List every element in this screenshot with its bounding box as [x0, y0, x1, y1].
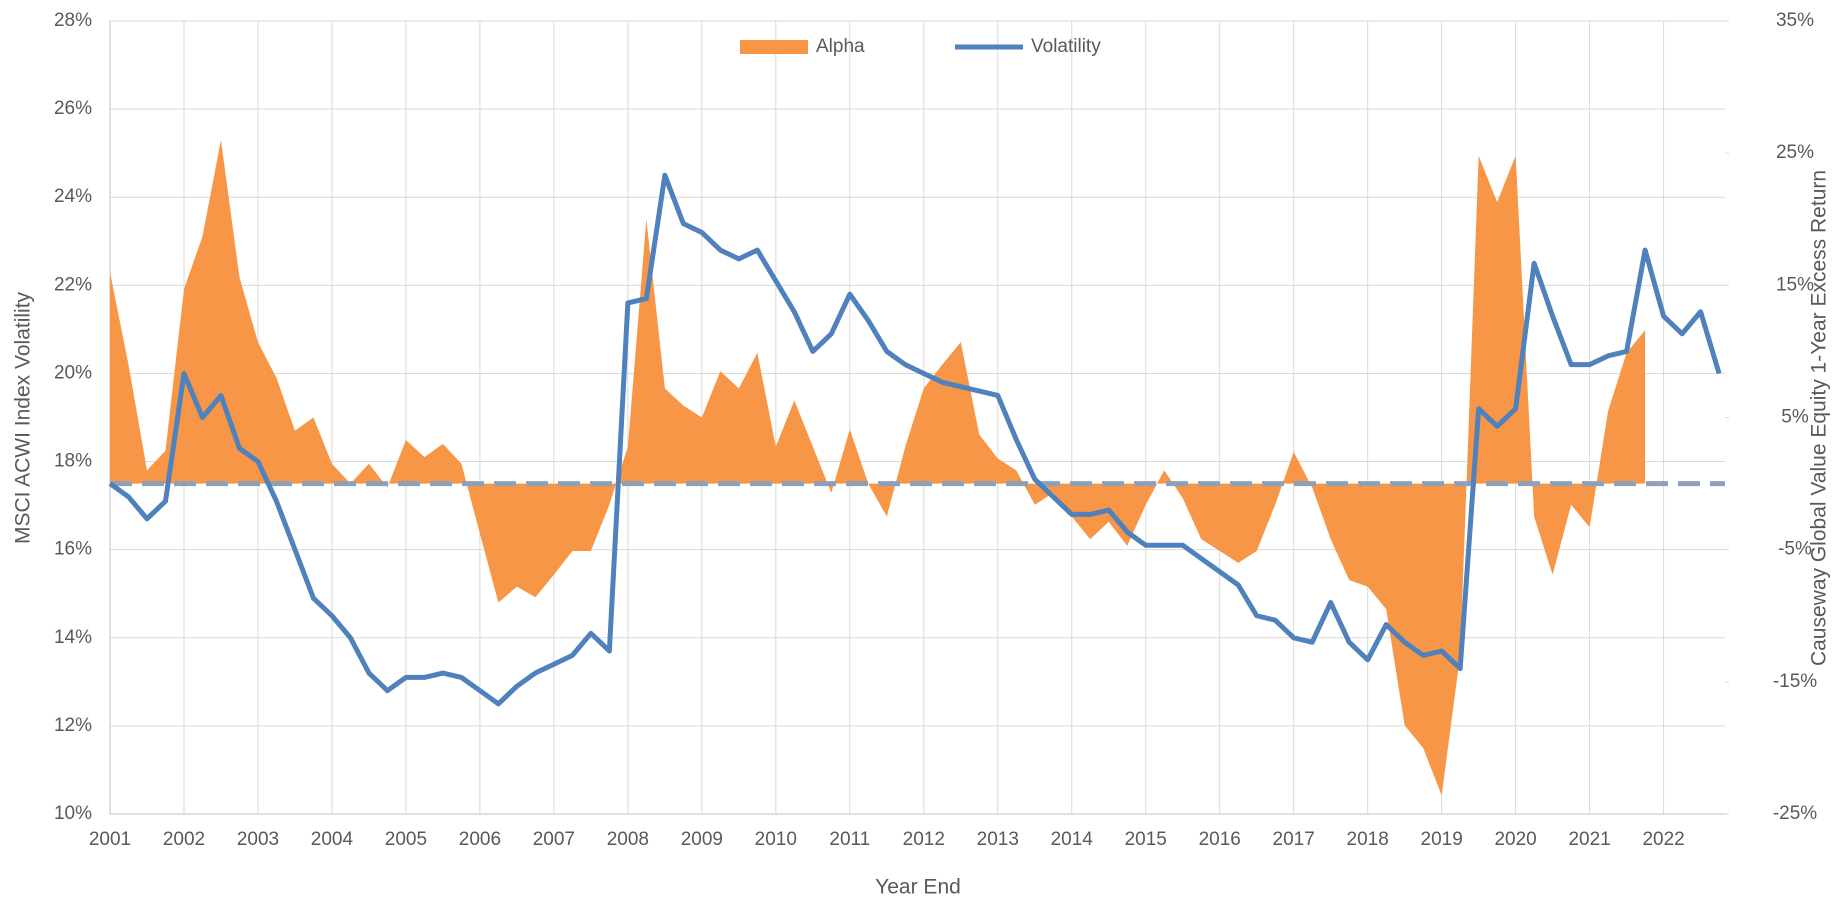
x-tick-label: 2021 — [1568, 829, 1610, 850]
x-tick-label: 2001 — [89, 829, 131, 850]
x-tick-label: 2015 — [1125, 829, 1167, 850]
alpha-area — [110, 139, 1646, 796]
y-tick-label: 16% — [54, 539, 92, 560]
y-tick-label: 28% — [54, 10, 92, 31]
x-tick-label: 2011 — [829, 829, 870, 850]
y-tick-label: 20% — [54, 362, 92, 383]
y2-tick-label: -5% — [1778, 539, 1812, 560]
volatility-line — [108, 172, 1722, 707]
x-tick-label: 2004 — [311, 829, 354, 850]
x-tick-label: 2006 — [459, 829, 501, 850]
y2-tick-label: -15% — [1773, 671, 1817, 692]
y-tick-label: 18% — [54, 451, 92, 472]
x-tick-label: 2018 — [1347, 829, 1389, 850]
x-tick-label: 2017 — [1273, 829, 1315, 850]
x-tick-label: 2002 — [163, 829, 205, 850]
x-tick-label: 2022 — [1642, 829, 1684, 850]
x-tick-label: 2003 — [237, 829, 279, 850]
y-tick-label: 14% — [54, 627, 92, 648]
x-tick-label: 2019 — [1421, 829, 1463, 850]
y2-tick-label: 35% — [1776, 10, 1814, 31]
x-axis-title: Year End — [875, 876, 961, 899]
x-tick-label: 2020 — [1494, 829, 1536, 850]
y2-tick-label: 15% — [1776, 274, 1814, 295]
y2-axis-title: Causeway Global Value Equity 1-Year Exce… — [1808, 170, 1831, 666]
y-axis-title: MSCI ACWI Index Volatility — [12, 291, 35, 544]
legend-label: Volatility — [1031, 36, 1101, 57]
x-tick-label: 2016 — [1199, 829, 1241, 850]
y-tick-label: 24% — [54, 186, 92, 207]
x-tick-label: 2010 — [755, 829, 797, 850]
legend-swatch — [740, 40, 808, 54]
x-tick-label: 2014 — [1051, 829, 1094, 850]
x-tick-label: 2005 — [385, 829, 427, 850]
y2-tick-label: -25% — [1773, 803, 1817, 824]
x-tick-label: 2012 — [903, 829, 945, 850]
legend-label: Alpha — [816, 36, 865, 57]
y-tick-label: 12% — [54, 715, 92, 736]
y-tick-label: 22% — [54, 274, 92, 295]
y-tick-label: 26% — [54, 98, 92, 119]
y2-tick-label: 5% — [1781, 407, 1809, 428]
x-tick-label: 2009 — [681, 829, 723, 850]
y2-tick-label: 25% — [1776, 142, 1814, 163]
x-tick-label: 2013 — [977, 829, 1019, 850]
y-tick-label: 10% — [54, 803, 92, 824]
x-tick-label: 2008 — [607, 829, 649, 850]
x-tick-label: 2007 — [533, 829, 575, 850]
